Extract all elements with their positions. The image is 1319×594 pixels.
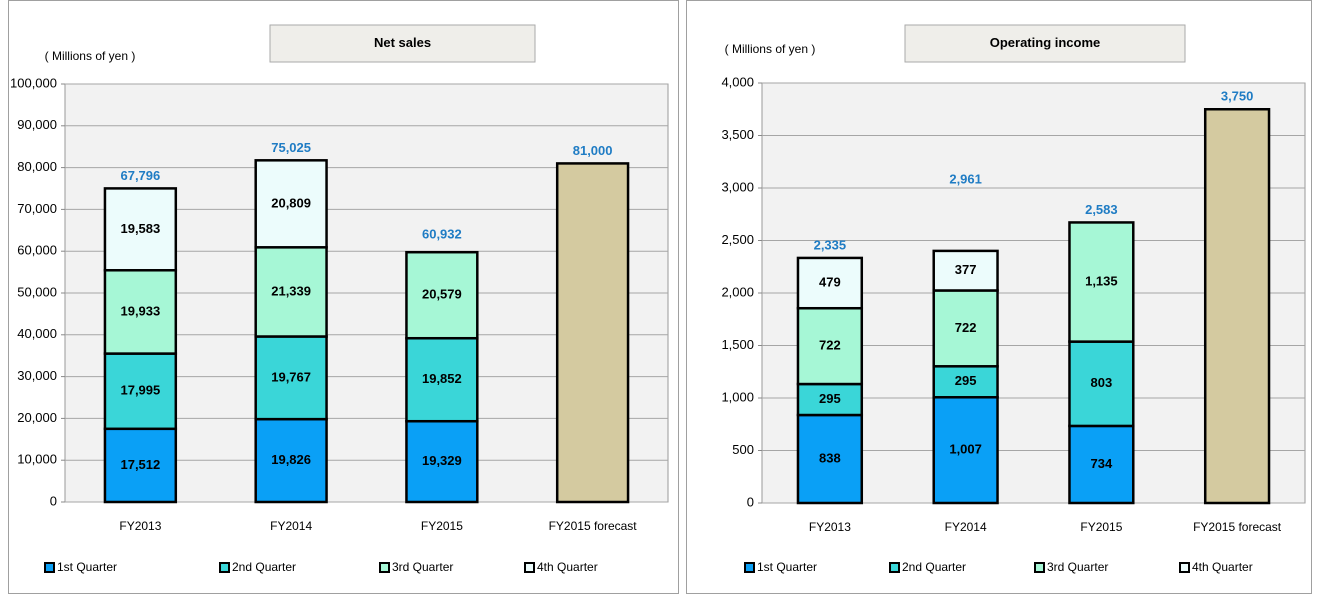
legend-label: 1st Quarter: [57, 560, 117, 574]
x-tick-label: FY2015 forecast: [549, 519, 638, 533]
y-tick-label: 50,000: [17, 284, 57, 299]
legend-label: 2nd Quarter: [232, 560, 296, 574]
data-label: 1,007: [949, 442, 982, 457]
legend-label: 3rd Quarter: [1047, 560, 1108, 574]
y-tick-label: 500: [732, 442, 754, 457]
y-tick-label: 0: [747, 494, 754, 509]
y-tick-label: 10,000: [17, 452, 57, 467]
total-label: 81,000: [573, 143, 613, 158]
forecast-bar: [1203, 108, 1271, 505]
chart-title: Net sales: [374, 35, 431, 50]
x-tick-label: FY2015: [421, 519, 463, 533]
bar-segment: [103, 352, 178, 431]
y-tick-label: 80,000: [17, 159, 57, 174]
data-label: 479: [819, 275, 841, 290]
data-label: 722: [819, 338, 841, 353]
x-tick-label: FY2015 forecast: [1193, 520, 1282, 534]
bar-segment: [796, 256, 864, 310]
legend-swatch: [524, 562, 535, 573]
title-box: [904, 24, 1186, 63]
data-label: 838: [819, 450, 841, 465]
y-tick-label: 40,000: [17, 326, 57, 341]
x-tick-label: FY2014: [270, 519, 312, 533]
total-label: 60,932: [422, 227, 462, 242]
data-label: 295: [819, 391, 841, 406]
y-tick-label: 60,000: [17, 243, 57, 258]
y-tick-label: 2,500: [721, 232, 754, 247]
bar-segment: [254, 159, 328, 249]
legend-swatch: [1034, 562, 1045, 573]
bar-segment: [796, 306, 864, 386]
bar-segment: [405, 419, 479, 504]
y-tick-label: 2,000: [721, 284, 754, 299]
data-label: 19,767: [271, 369, 311, 384]
bar-segment: [932, 249, 999, 292]
data-label: 19,933: [120, 303, 160, 318]
title-box: [269, 24, 536, 63]
data-label: 19,583: [120, 221, 160, 236]
bar-segment: [932, 365, 999, 399]
data-label: 17,995: [120, 383, 160, 398]
legend-label: 2nd Quarter: [902, 560, 966, 574]
data-label: 1,135: [1085, 273, 1118, 288]
bar-segment: [932, 396, 999, 505]
y-tick-label: 90,000: [17, 117, 57, 132]
legend-label: 4th Quarter: [1192, 560, 1253, 574]
y-tick-label: 30,000: [17, 368, 57, 383]
bar-segment: [1068, 221, 1135, 343]
x-tick-label: FY2013: [119, 519, 161, 533]
total-label: 2,583: [1085, 202, 1118, 217]
data-label: 734: [1091, 456, 1113, 471]
total-label: 67,796: [120, 168, 160, 183]
data-label: 19,852: [422, 371, 462, 386]
legend-swatch: [44, 562, 55, 573]
data-label: 17,512: [120, 457, 160, 472]
data-label: 20,809: [271, 195, 311, 210]
x-tick-label: FY2015: [1080, 520, 1122, 534]
bar-segment: [103, 427, 178, 504]
y-tick-label: 20,000: [17, 410, 57, 425]
unit-label: ( Millions of yen ): [45, 49, 136, 63]
y-tick-label: 1,000: [721, 389, 754, 404]
bar-segment: [405, 336, 479, 423]
data-label: 20,579: [422, 287, 462, 302]
legend-swatch: [219, 562, 230, 573]
legend-swatch: [379, 562, 390, 573]
y-tick-label: 1,500: [721, 337, 754, 352]
legend-label: 1st Quarter: [757, 560, 817, 574]
legend-label: 3rd Quarter: [392, 560, 453, 574]
bar-segment: [254, 246, 328, 338]
data-label: 722: [955, 320, 977, 335]
x-tick-label: FY2013: [809, 520, 851, 534]
bar-segment: [254, 417, 328, 504]
legend-label: 4th Quarter: [537, 560, 598, 574]
y-tick-label: 0: [50, 493, 57, 508]
legend-swatch: [1179, 562, 1190, 573]
data-label: 21,339: [271, 283, 311, 298]
total-label: 2,335: [814, 237, 847, 252]
y-tick-label: 70,000: [17, 201, 57, 216]
y-tick-label: 100,000: [10, 75, 57, 90]
chart-title: Operating income: [990, 35, 1101, 50]
total-label: 75,025: [271, 140, 311, 155]
legend-swatch: [744, 562, 755, 573]
data-label: 19,329: [422, 453, 462, 468]
y-tick-label: 3,000: [721, 179, 754, 194]
data-label: 19,826: [271, 452, 311, 467]
legend-swatch: [889, 562, 900, 573]
y-tick-label: 3,500: [721, 127, 754, 142]
data-label: 377: [955, 262, 977, 277]
unit-label: ( Millions of yen ): [725, 42, 816, 56]
total-label: 3,750: [1221, 89, 1254, 104]
bar-segment: [405, 250, 479, 340]
total-label: 2,961: [949, 172, 982, 187]
bar-segment: [103, 187, 178, 272]
forecast-bar: [555, 162, 630, 504]
data-label: 803: [1091, 375, 1113, 390]
data-label: 295: [955, 373, 977, 388]
y-tick-label: 4,000: [721, 74, 754, 89]
bar-segment: [796, 413, 864, 505]
x-tick-label: FY2014: [945, 520, 987, 534]
